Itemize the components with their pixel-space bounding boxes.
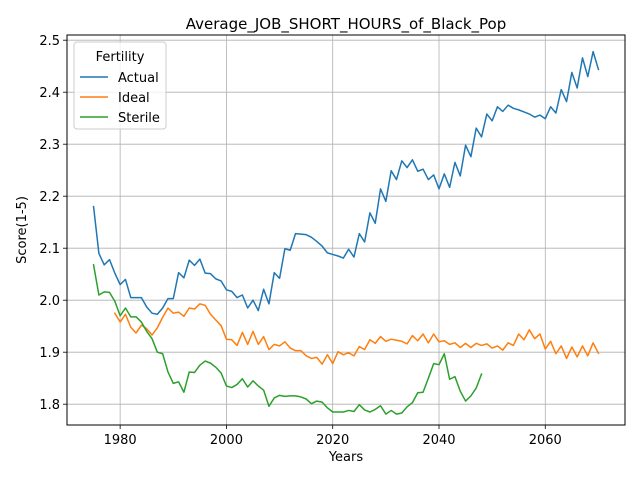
chart-title: Average_JOB_SHORT_HOURS_of_Black_Pop bbox=[186, 15, 506, 34]
legend-label-sterile: Sterile bbox=[118, 111, 160, 126]
grid bbox=[67, 35, 625, 425]
y-tick-label: 2.2 bbox=[39, 190, 60, 205]
x-tick-label: 2060 bbox=[529, 433, 562, 448]
y-tick-label: 1.9 bbox=[39, 346, 60, 361]
y-tick-label: 2.5 bbox=[39, 34, 60, 49]
x-tick-label: 2040 bbox=[422, 433, 455, 448]
x-tick-label: 2000 bbox=[210, 433, 243, 448]
plot-frame bbox=[66, 34, 626, 426]
y-tick-label: 2.3 bbox=[39, 138, 60, 153]
y-axis-label: Score(1-5) bbox=[15, 196, 30, 264]
y-tick-label: 2.4 bbox=[39, 86, 60, 101]
legend-title: Fertility bbox=[96, 50, 145, 65]
x-tick-label: 2020 bbox=[316, 433, 349, 448]
series-line-actual bbox=[92, 50, 600, 315]
y-tick-label: 2.0 bbox=[39, 294, 60, 309]
x-axis-label: Years bbox=[328, 450, 364, 465]
series-line-sterile bbox=[92, 263, 483, 415]
y-tick-label: 2.1 bbox=[39, 242, 60, 257]
y-tick-label: 1.8 bbox=[39, 398, 60, 413]
legend-box bbox=[73, 41, 167, 130]
legend-label-ideal: Ideal bbox=[118, 91, 150, 106]
legend-label-actual: Actual bbox=[118, 71, 159, 86]
axis-ticks: 1980 2000 2020 2040 2060 1.8 1.9 2.0 2.1 2.2 2.3 2.… bbox=[39, 34, 562, 448]
series-lines bbox=[92, 50, 600, 415]
series-line-ideal bbox=[113, 303, 600, 365]
x-tick-label: 1980 bbox=[104, 433, 137, 448]
legend: Fertility Actual Ideal Sterile bbox=[73, 41, 167, 130]
